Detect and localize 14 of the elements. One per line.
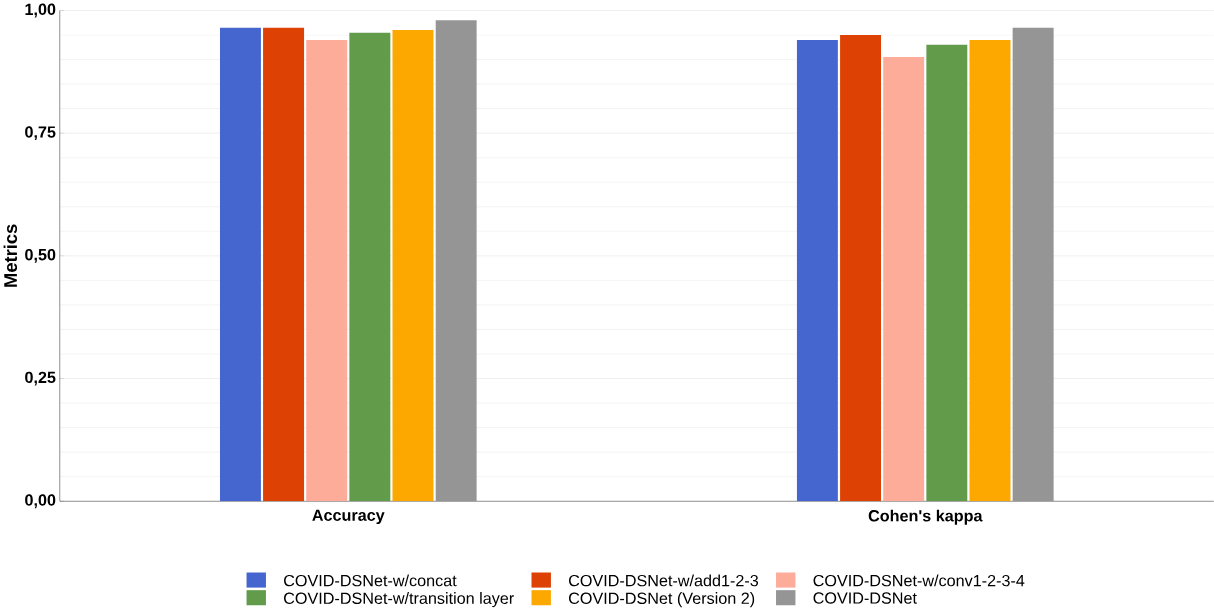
legend-label: COVID-DSNet-w/concat bbox=[284, 574, 457, 587]
y-tick-label: 0,75 bbox=[25, 126, 56, 141]
y-tick-label: 0,00 bbox=[25, 494, 56, 509]
legend-label: COVID-DSNet-w/transition layer bbox=[284, 592, 514, 608]
y-tick-label: 0,50 bbox=[25, 249, 56, 263]
legend-label: COVID-DSNet bbox=[813, 592, 917, 604]
y-axis-title: Metrics bbox=[3, 224, 18, 287]
legend-label: COVID-DSNet (Version 2) bbox=[569, 592, 755, 608]
y-tick-label: 0,25 bbox=[25, 371, 56, 386]
y-tick-label: 1,00 bbox=[25, 3, 56, 18]
x-tick-label: Cohen's kappa bbox=[868, 509, 983, 525]
legend-label: COVID-DSNet-w/add1-2-3 bbox=[569, 574, 759, 587]
legend-label: COVID-DSNet-w/conv1-2-3-4 bbox=[813, 574, 1025, 587]
x-tick-label: Accuracy bbox=[312, 509, 385, 525]
